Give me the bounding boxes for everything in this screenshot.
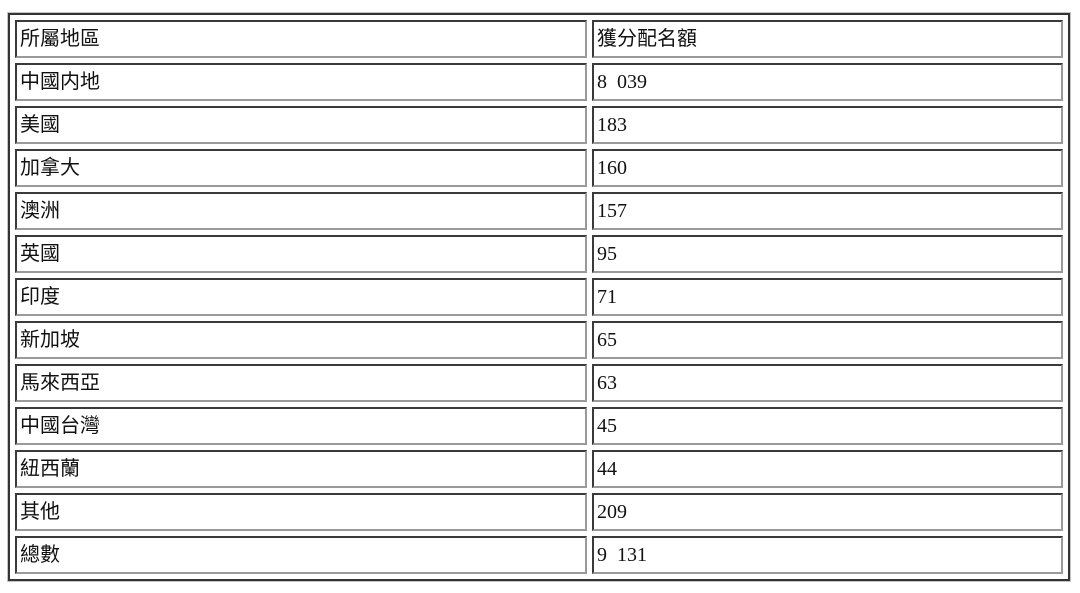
table-row: 英國 95 (15, 235, 1063, 273)
table-header: 所屬地區 獲分配名額 (15, 20, 1063, 58)
table-row: 中國内地 8 039 (15, 63, 1063, 101)
table-row: 紐西蘭 44 (15, 450, 1063, 488)
table-row: 加拿大 160 (15, 149, 1063, 187)
region-cell: 中國台灣 (15, 407, 587, 445)
quota-cell: 45 (592, 407, 1063, 445)
quota-cell: 71 (592, 278, 1063, 316)
region-cell: 中國内地 (15, 63, 587, 101)
table-row: 馬來西亞 63 (15, 364, 1063, 402)
region-cell: 總數 (15, 536, 587, 574)
table-row: 美國 183 (15, 106, 1063, 144)
quota-cell: 44 (592, 450, 1063, 488)
table-row: 其他 209 (15, 493, 1063, 531)
quota-cell: 9 131 (592, 536, 1063, 574)
region-cell: 加拿大 (15, 149, 587, 187)
header-row: 所屬地區 獲分配名額 (15, 20, 1063, 58)
region-cell: 馬來西亞 (15, 364, 587, 402)
column-header-quota: 獲分配名額 (592, 20, 1063, 58)
table-row: 中國台灣 45 (15, 407, 1063, 445)
column-header-region: 所屬地區 (15, 20, 587, 58)
region-cell: 其他 (15, 493, 587, 531)
quota-cell: 8 039 (592, 63, 1063, 101)
quota-cell: 95 (592, 235, 1063, 273)
document-body: 所屬地區 獲分配名額 中國内地 8 039 美國 183 加拿大 160 澳洲 … (8, 13, 1070, 581)
quota-cell: 65 (592, 321, 1063, 359)
region-cell: 澳洲 (15, 192, 587, 230)
region-cell: 新加坡 (15, 321, 587, 359)
quota-cell: 209 (592, 493, 1063, 531)
table-row: 新加坡 65 (15, 321, 1063, 359)
table-row: 印度 71 (15, 278, 1063, 316)
region-cell: 美國 (15, 106, 587, 144)
region-cell: 紐西蘭 (15, 450, 587, 488)
table-body: 中國内地 8 039 美國 183 加拿大 160 澳洲 157 英國 95 印… (15, 63, 1063, 574)
region-cell: 英國 (15, 235, 587, 273)
table-row: 總數 9 131 (15, 536, 1063, 574)
quota-cell: 160 (592, 149, 1063, 187)
table-row: 澳洲 157 (15, 192, 1063, 230)
quota-cell: 157 (592, 192, 1063, 230)
quota-allocation-table: 所屬地區 獲分配名額 中國内地 8 039 美國 183 加拿大 160 澳洲 … (8, 13, 1070, 581)
quota-cell: 183 (592, 106, 1063, 144)
quota-cell: 63 (592, 364, 1063, 402)
region-cell: 印度 (15, 278, 587, 316)
